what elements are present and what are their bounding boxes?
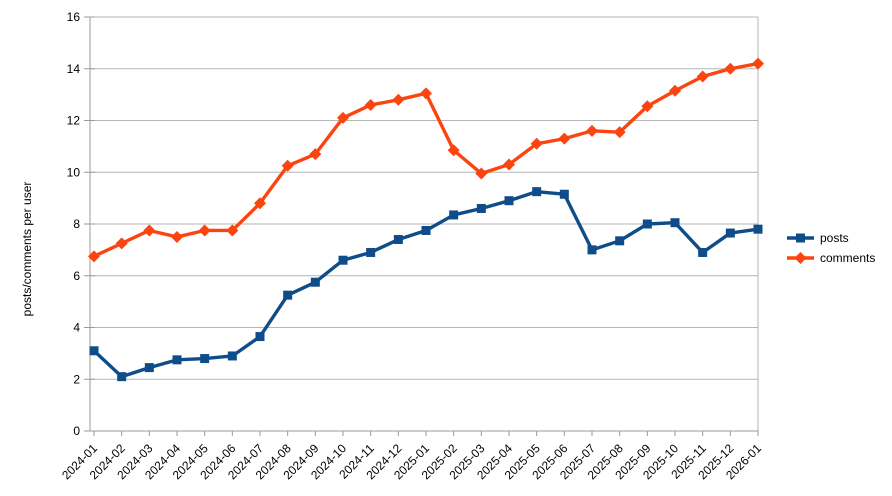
y-axis-title: posts/comments per user: [20, 182, 34, 317]
comments-marker: [530, 137, 543, 150]
posts-marker: [366, 247, 376, 257]
legend-item-posts: posts: [787, 231, 849, 245]
comments-marker: [503, 158, 515, 171]
posts-marker: [255, 332, 265, 342]
posts-marker: [200, 354, 210, 364]
y-tick-label: 14: [67, 62, 81, 76]
comments-marker: [724, 62, 737, 75]
comments-marker: [115, 237, 128, 250]
y-tick-label: 12: [67, 114, 81, 128]
posts-marker: [615, 236, 625, 246]
posts-marker: [421, 225, 431, 235]
posts-legend-marker: [796, 233, 805, 243]
y-tick-label: 4: [73, 321, 80, 335]
comments-marker: [586, 124, 598, 137]
posts-line: [92, 189, 760, 379]
posts-marker: [310, 277, 320, 287]
comments-marker: [364, 98, 377, 111]
posts-marker: [476, 203, 486, 213]
legend-label-comments: comments: [820, 251, 875, 265]
posts-marker: [338, 255, 348, 265]
comments-marker: [281, 159, 294, 172]
axis-layer: [84, 16, 759, 436]
posts-marker: [698, 247, 708, 257]
comments-marker: [309, 148, 322, 161]
comments-marker: [475, 167, 488, 180]
comments-marker: [696, 70, 709, 83]
comments-marker: [558, 132, 571, 145]
legend-item-comments: comments: [787, 251, 875, 265]
grid-layer: [90, 16, 759, 431]
comments-marker: [254, 197, 266, 210]
y-tick-label: 16: [67, 10, 81, 24]
y-tick-label: 0: [73, 424, 80, 438]
comments-marker: [198, 224, 211, 237]
comments-marker: [143, 224, 156, 237]
posts-marker: [725, 228, 735, 238]
comments-marker: [392, 93, 405, 106]
y-tick-label: 10: [67, 165, 81, 179]
comments-marker: [88, 250, 100, 263]
posts-marker: [532, 187, 542, 197]
posts-marker: [670, 218, 680, 228]
posts-marker: [172, 355, 182, 365]
posts-marker: [449, 210, 459, 220]
posts-marker: [559, 189, 569, 199]
comments-legend-marker: [794, 252, 807, 264]
legend-label-posts: posts: [820, 231, 849, 245]
posts-marker: [227, 351, 237, 361]
posts-marker: [587, 245, 597, 255]
posts-marker: [642, 219, 652, 229]
y-tick-label: 6: [73, 269, 80, 283]
comments-marker: [613, 126, 626, 139]
series-layer: [88, 57, 764, 382]
comments-marker: [447, 144, 460, 157]
posts-marker: [753, 224, 763, 234]
comments-marker: [669, 84, 681, 97]
comments-marker: [337, 111, 349, 124]
posts-marker: [283, 290, 293, 300]
posts-marker: [117, 372, 127, 382]
comments-marker: [171, 230, 183, 243]
legend: posts comments: [787, 231, 875, 265]
label-layer: 02468101214162024-012024-022024-032024-0…: [59, 10, 764, 482]
y-tick-label: 2: [73, 372, 80, 386]
comments-marker: [752, 57, 764, 70]
posts-marker: [89, 346, 99, 356]
posts-marker: [144, 363, 154, 373]
comments-marker: [420, 87, 432, 100]
comments-marker: [226, 224, 239, 237]
y-tick-label: 8: [73, 217, 80, 231]
comments-marker: [641, 100, 654, 113]
posts-marker: [504, 196, 514, 206]
posts-marker: [393, 235, 403, 245]
